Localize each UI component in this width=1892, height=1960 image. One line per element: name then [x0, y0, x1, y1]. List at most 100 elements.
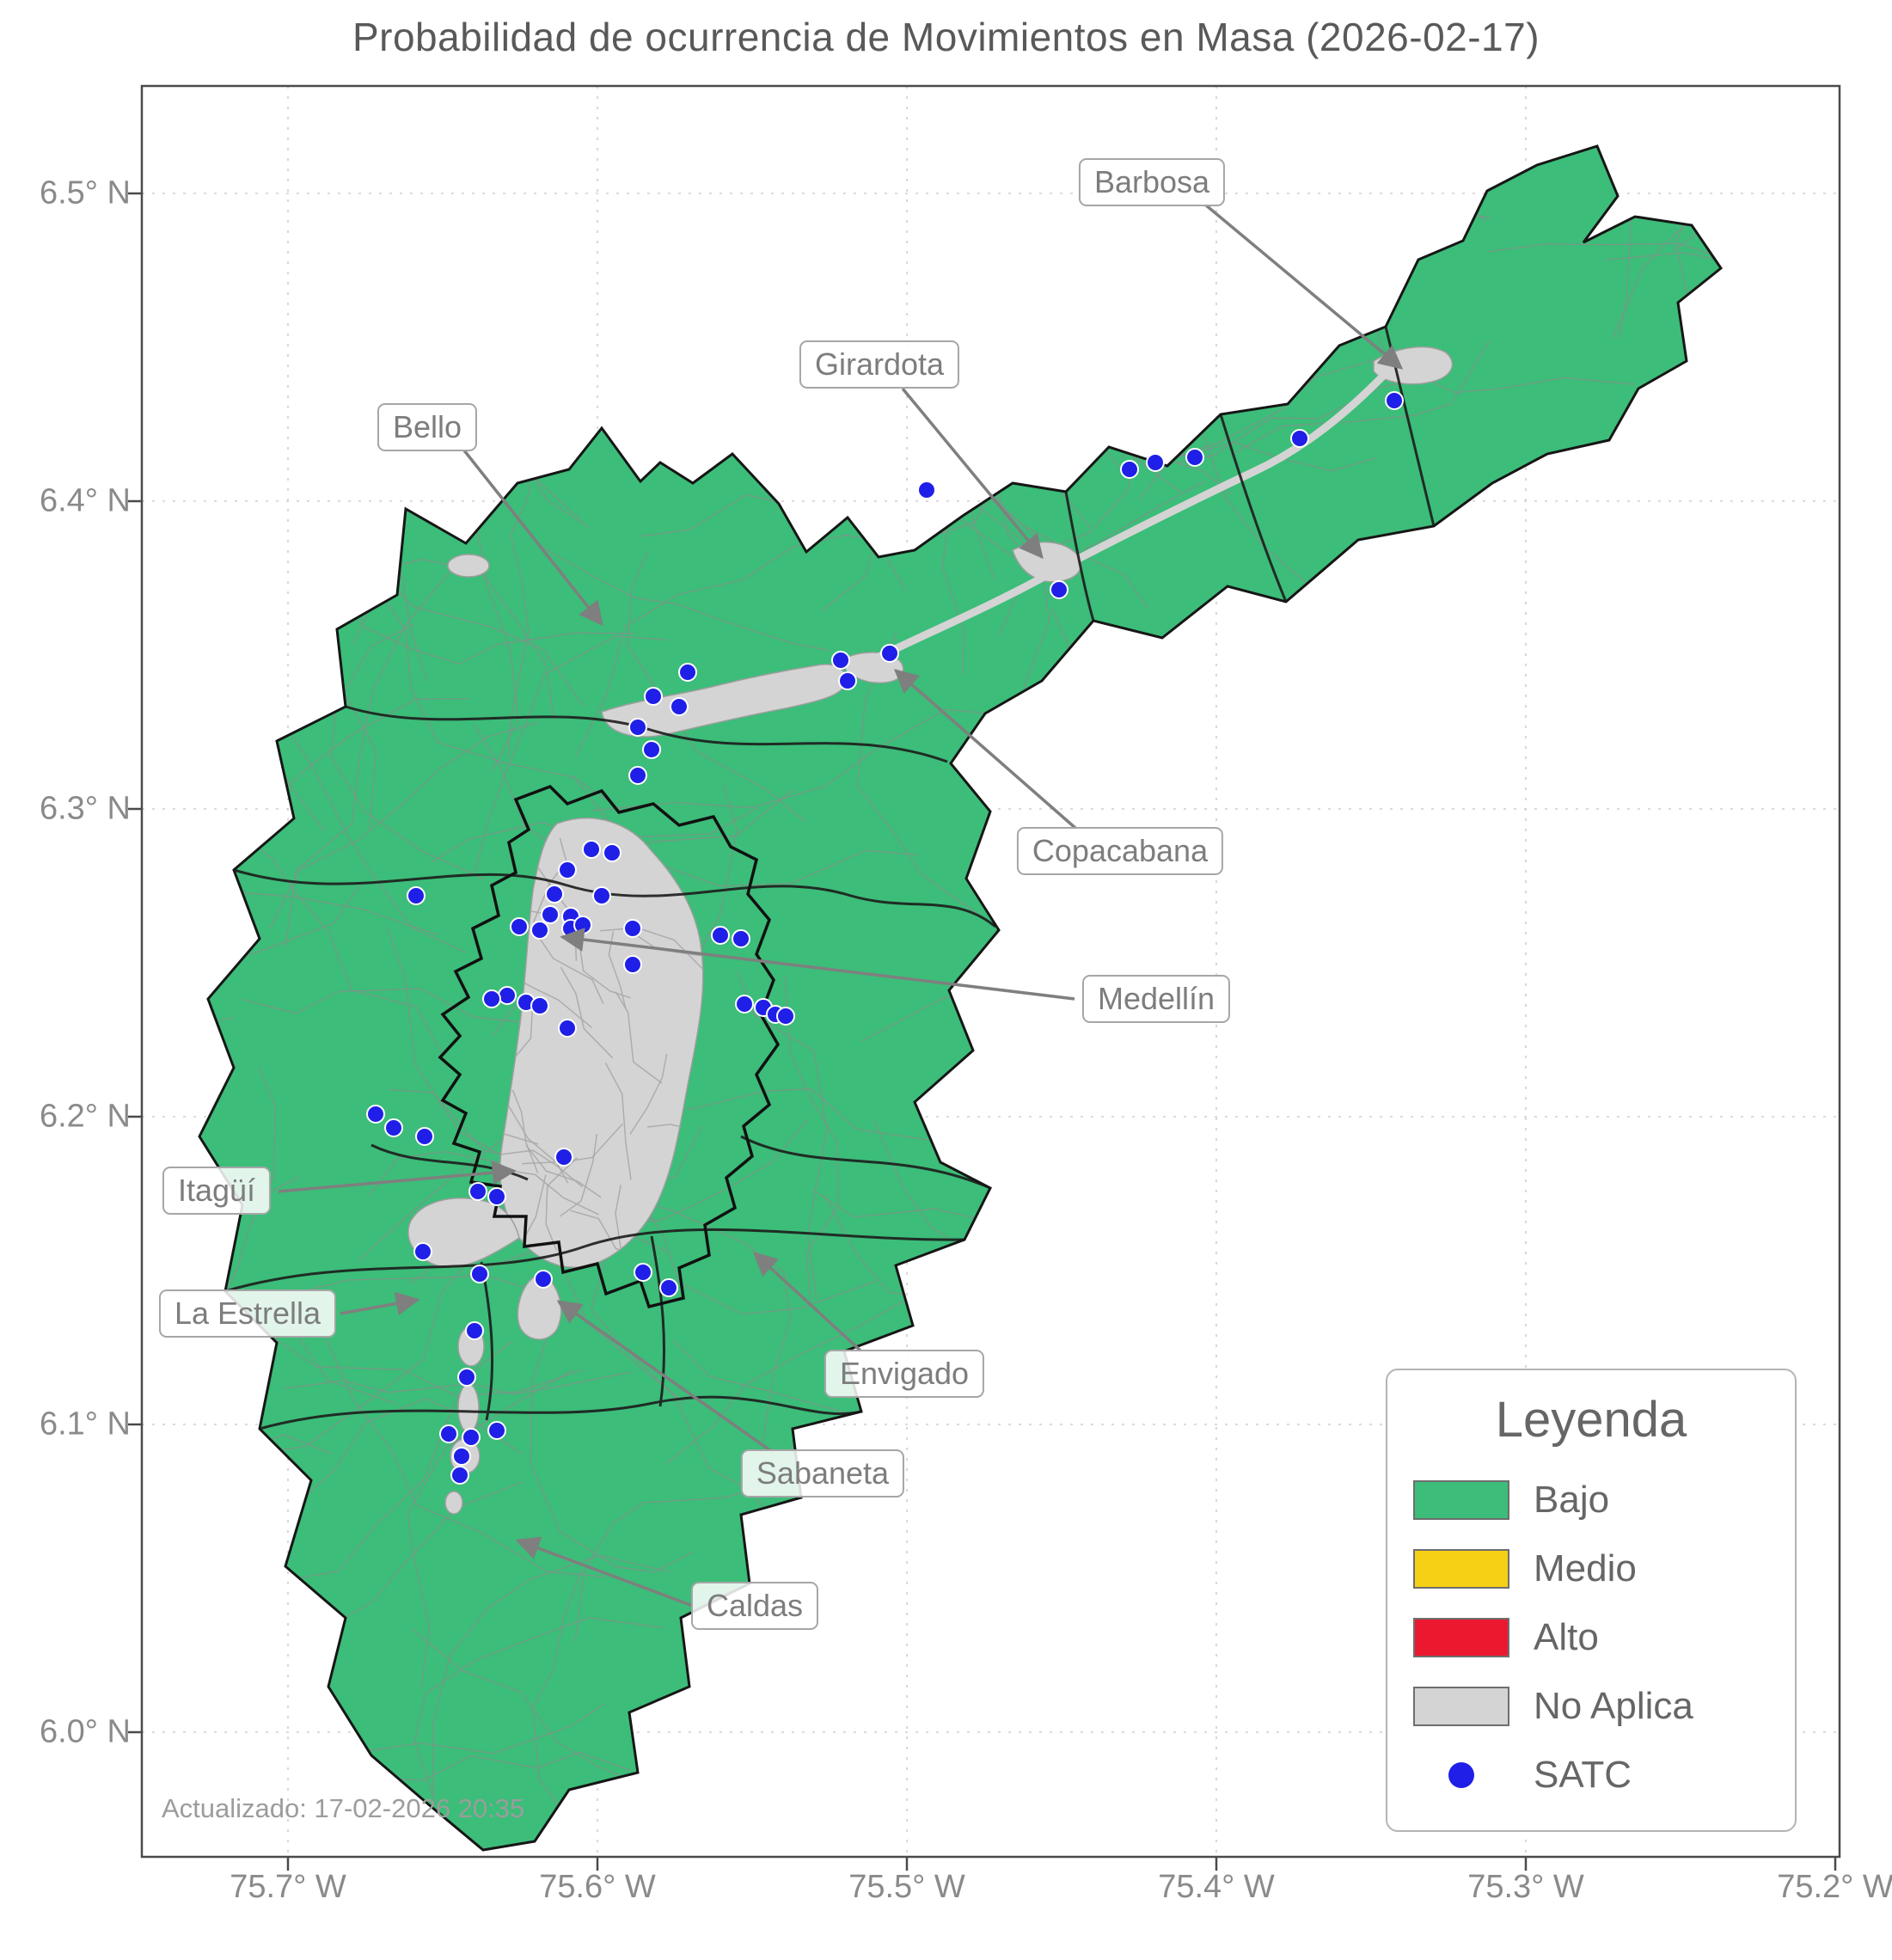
- legend-label-no-aplica: No Aplica: [1534, 1685, 1693, 1727]
- ytick-6-1: 6.1° N: [39, 1406, 131, 1442]
- xtick-75-4: 75.4° W: [1158, 1869, 1275, 1905]
- urban-area-strip: [457, 1383, 480, 1433]
- satc-point: [1050, 580, 1068, 599]
- satc-point: [678, 663, 697, 682]
- legend-swatch-alto: [1413, 1618, 1509, 1657]
- map-label-medellin: Medellín: [1081, 975, 1231, 1023]
- xtick-75-7: 75.7° W: [230, 1869, 346, 1905]
- arrow-itagui: [278, 1161, 517, 1193]
- urban-area-small-west: [447, 554, 490, 578]
- satc-point: [603, 843, 621, 862]
- satc-point: [457, 1368, 476, 1387]
- arrow-barbosa: [1203, 203, 1404, 370]
- map-label-copacabana: Copacabana: [1016, 827, 1224, 875]
- satc-point: [732, 929, 750, 948]
- satc-point: [1146, 453, 1165, 472]
- satc-point: [711, 926, 730, 945]
- legend-label-satc: SATC: [1534, 1754, 1632, 1796]
- satc-point: [465, 1321, 484, 1340]
- map-label-bello: Bello: [377, 403, 478, 451]
- satc-point: [366, 1105, 385, 1124]
- legend-item-medio: Medio: [1413, 1534, 1769, 1603]
- satc-point: [628, 718, 647, 737]
- legend-swatch-bajo: [1413, 1480, 1509, 1520]
- urban-area-small-south: [444, 1491, 463, 1515]
- satc-point: [1290, 429, 1309, 448]
- ytick-6-0: 6.0° N: [39, 1713, 131, 1750]
- legend-item-no-aplica: No Aplica: [1413, 1672, 1769, 1741]
- xtick-75-2: 75.2° W: [1777, 1869, 1892, 1905]
- figure-title: Probabilidad de ocurrencia de Movimiento…: [352, 15, 1540, 59]
- xtick-75-6: 75.6° W: [539, 1869, 656, 1905]
- legend-title: Leyenda: [1495, 1392, 1687, 1448]
- satc-point: [670, 697, 689, 716]
- arrow-envigado: [752, 1252, 863, 1353]
- arrow-copacabana: [893, 669, 1078, 830]
- satc-points-layer: [366, 391, 1404, 1485]
- xtick-75-5: 75.5° W: [848, 1869, 965, 1905]
- arrow-sabaneta: [556, 1300, 775, 1455]
- satc-point: [415, 1127, 434, 1146]
- map-label-itagui: Itagüí: [162, 1167, 272, 1215]
- satc-point: [439, 1424, 458, 1443]
- river-corridor: [845, 366, 1393, 677]
- satc-point: [634, 1263, 652, 1282]
- ytick-6-2: 6.2° N: [39, 1098, 131, 1135]
- satc-point: [452, 1447, 471, 1466]
- satc-point: [623, 955, 642, 974]
- legend-label-medio: Medio: [1534, 1547, 1637, 1589]
- satc-point: [407, 886, 426, 905]
- satc-point: [917, 481, 936, 499]
- legend-item-alto: Alto: [1413, 1603, 1769, 1672]
- satc-point: [541, 905, 560, 924]
- satc-point: [838, 671, 857, 690]
- updated-timestamp: Actualizado: 17-02-2026 20:35: [162, 1793, 525, 1823]
- satc-point: [776, 1007, 795, 1026]
- ytick-6-5: 6.5° N: [39, 175, 131, 211]
- arrow-caldas: [515, 1536, 694, 1608]
- legend-swatch-medio: [1413, 1549, 1509, 1589]
- arrow-girardota: [901, 387, 1044, 560]
- satc-point: [534, 1270, 553, 1289]
- legend: Leyenda Bajo Medio Alto No Aplica SATC: [1386, 1369, 1797, 1832]
- satc-point: [554, 1148, 573, 1167]
- arrow-bello: [462, 449, 603, 627]
- satc-point: [573, 916, 592, 934]
- arrow-la-estrella: [340, 1291, 420, 1316]
- xtick-75-3: 75.3° W: [1467, 1869, 1584, 1905]
- map-label-la-estrella: La Estrella: [158, 1289, 337, 1338]
- satc-point: [644, 687, 663, 706]
- valley-outline: [198, 144, 1724, 1852]
- satc-dot-icon: [1448, 1762, 1474, 1788]
- legend-label-bajo: Bajo: [1534, 1479, 1610, 1521]
- map-label-envigado: Envigado: [824, 1350, 985, 1398]
- satc-point: [413, 1242, 432, 1261]
- axis-tick-marks: [128, 192, 1837, 1871]
- satc-point: [384, 1118, 403, 1137]
- satc-point: [659, 1278, 678, 1297]
- ytick-6-3: 6.3° N: [39, 790, 131, 827]
- satc-point: [558, 861, 577, 879]
- valley-fill: [199, 146, 1721, 1850]
- satc-point: [450, 1466, 469, 1485]
- satc-point: [530, 921, 549, 940]
- map-label-girardota: Girardota: [799, 340, 960, 389]
- legend-label-alto: Alto: [1534, 1616, 1599, 1658]
- satc-point: [545, 885, 564, 903]
- satc-point: [582, 840, 601, 859]
- satc-point: [510, 917, 529, 936]
- legend-swatch-no-aplica: [1413, 1687, 1509, 1726]
- satc-point: [1120, 460, 1139, 479]
- map-label-caldas: Caldas: [690, 1582, 819, 1630]
- satc-point: [482, 989, 501, 1008]
- map-label-sabaneta: Sabaneta: [740, 1449, 905, 1498]
- urban-area-sabaneta: [517, 1269, 562, 1340]
- legend-swatch-satc: [1413, 1755, 1509, 1795]
- satc-point: [1385, 391, 1404, 410]
- map-label-barbosa: Barbosa: [1078, 158, 1226, 206]
- satc-point: [558, 1019, 577, 1038]
- satc-point: [592, 886, 611, 905]
- legend-item-bajo: Bajo: [1413, 1466, 1769, 1534]
